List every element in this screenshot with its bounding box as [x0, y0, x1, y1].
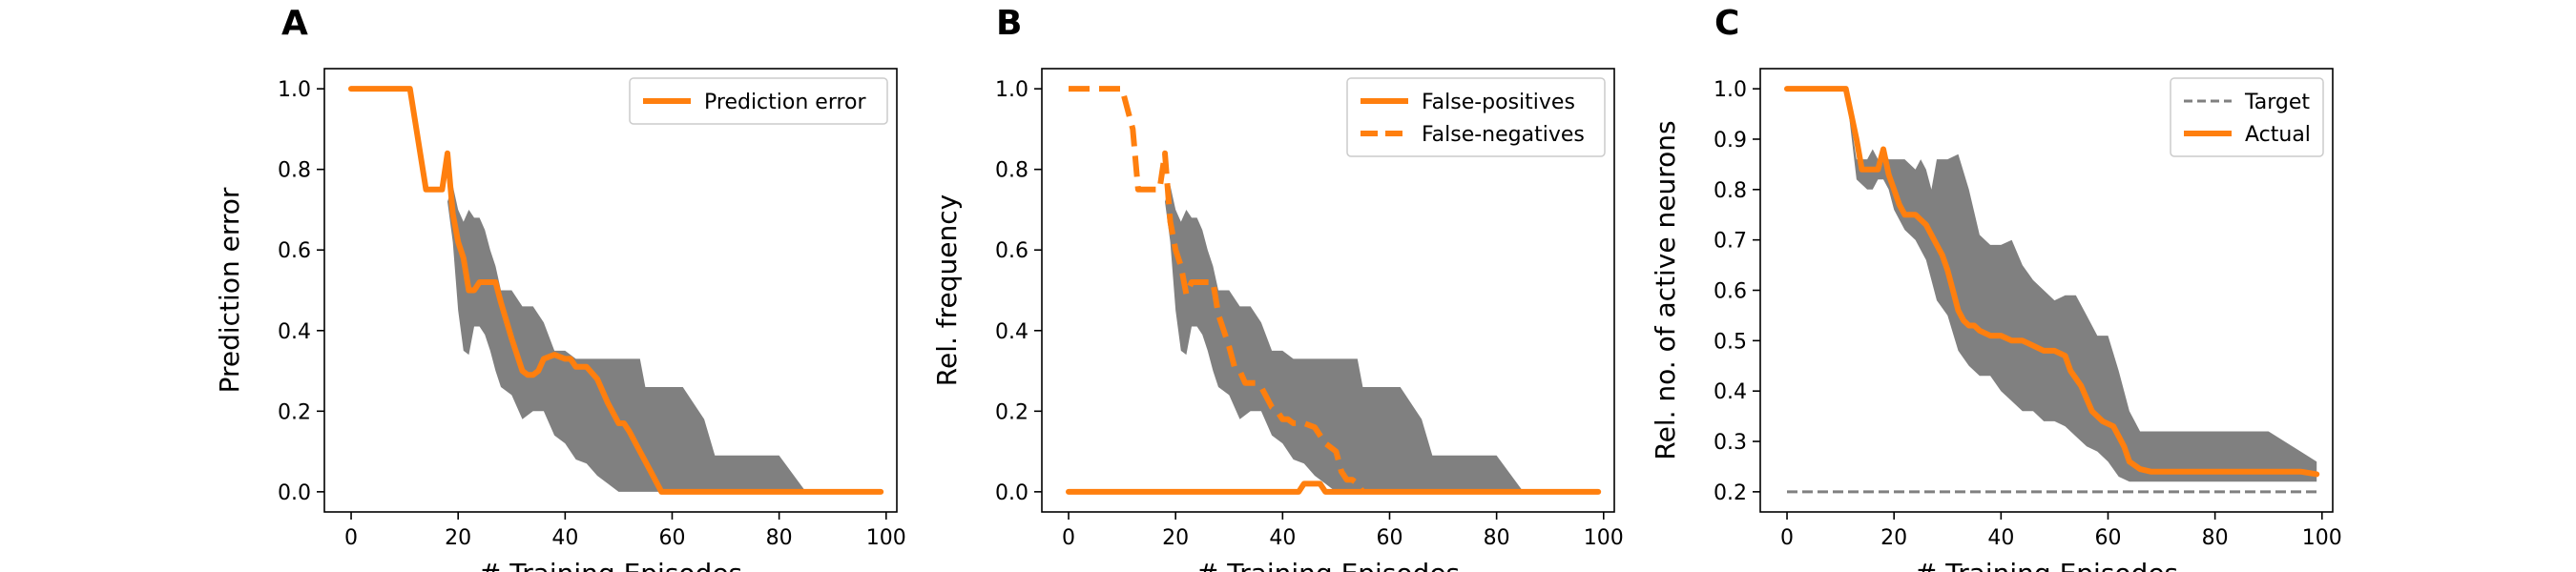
panel-b-y-tick-label: 0.6 — [995, 239, 1028, 263]
panel-b-y-tick-label: 0.8 — [995, 159, 1028, 183]
panel-b-y-axis-label: Rel. frequency — [931, 194, 963, 386]
panel-a-x-tick-label: 80 — [766, 526, 793, 550]
panel-b-legend: False-positives False-negatives — [1346, 77, 1606, 157]
panel-a-x-axis-label: # Training Episodes — [479, 558, 742, 572]
panel-a-legend-label-prediction-error: Prediction error — [704, 91, 866, 114]
panel-c-x-tick-label: 100 — [2302, 526, 2342, 550]
panel-a-y-tick-label: 0.8 — [278, 159, 311, 183]
panel-c-y-tick-label: 0.5 — [1714, 330, 1747, 354]
panel-c-y-tick-label: 0.9 — [1714, 129, 1747, 153]
panel-b-x-tick-label: 20 — [1162, 526, 1189, 550]
panel-c-y-tick-label: 0.4 — [1714, 380, 1747, 404]
panel-b-y-tick-label: 0.0 — [995, 481, 1028, 505]
panel-b-series-false-negatives — [1069, 86, 1365, 494]
panel-a-y-tick-label: 0.4 — [278, 320, 311, 344]
panel-a-axes-layer: 0 20 40 60 80 100 0.0 0.2 0.4 0.6 0.8 1.0 — [278, 68, 906, 550]
panel-a-legend: Prediction error — [629, 77, 888, 125]
panel-a-series-prediction-error — [348, 86, 884, 495]
panel-b-series-layer — [1066, 86, 1602, 495]
panel-c-legend-label-actual: Actual — [2245, 123, 2311, 147]
panel-c-legend-box — [2170, 77, 2324, 157]
panel-c-y-tick-label: 1.0 — [1714, 78, 1747, 102]
panel-b-x-tick-label: 60 — [1376, 526, 1402, 550]
panel-label-b: B — [996, 4, 1022, 43]
panel-b-legend-label-false-positives: False-positives — [1422, 91, 1575, 114]
panel-b-axes-layer: 0 20 40 60 80 100 0.0 0.2 0.4 0.6 0.8 1.0 — [995, 68, 1624, 550]
panel-b-confidence-band — [1165, 185, 1524, 492]
panel-a-legend-box — [629, 77, 888, 125]
panel-a-series-layer — [348, 86, 884, 495]
panel-c-y-tick-label: 0.6 — [1714, 280, 1747, 304]
panel-c-x-tick-label: 80 — [2202, 526, 2229, 550]
panel-b-legend-label-false-negatives: False-negatives — [1422, 123, 1585, 147]
panel-b-y-tick-label: 0.2 — [995, 400, 1028, 424]
panel-c-legend: Target Actual — [2170, 77, 2324, 157]
panel-b-band-layer — [1165, 185, 1524, 492]
panel-c-x-tick-label: 40 — [1987, 526, 2014, 550]
panel-c-x-tick-label: 20 — [1880, 526, 1907, 550]
panel-b-x-tick-label: 80 — [1484, 526, 1510, 550]
panel-c-x-axis-label: # Training Episodes — [1915, 558, 2178, 572]
panel-b-series-false-positives — [1066, 480, 1602, 495]
panel-label-c: C — [1714, 4, 1739, 43]
panel-a-y-tick-label: 1.0 — [278, 78, 311, 102]
panel-b: B 0 20 40 60 80 100 0.0 0.2 0.4 0.6 0.8 1.0 # Train… — [931, 4, 1624, 572]
panel-a-y-tick-label: 0.0 — [278, 481, 311, 505]
panel-a-axes-frame — [323, 68, 898, 513]
panel-a-x-tick-label: 60 — [658, 526, 685, 550]
panel-a-x-tick-label: 0 — [344, 526, 358, 550]
panel-b-legend-box — [1346, 77, 1606, 157]
panel-b-x-tick-label: 100 — [1584, 526, 1624, 550]
panel-a-x-tick-label: 20 — [445, 526, 471, 550]
panel-b-x-tick-label: 0 — [1062, 526, 1075, 550]
panel-c-y-tick-label: 0.8 — [1714, 179, 1747, 203]
panel-a-y-tick-label: 0.6 — [278, 239, 311, 263]
panel-c-y-axis-label: Rel. no. of active neurons — [1650, 120, 1681, 460]
panel-b-x-tick-label: 40 — [1269, 526, 1296, 550]
panel-a-y-tick-label: 0.2 — [278, 400, 311, 424]
panel-c: C 0 20 40 60 80 100 0.2 0.3 0.4 0.5 0.6 0.7 0.8 0.9 1.… — [1650, 4, 2342, 572]
panel-a: A 0 20 40 60 80 100 0.0 0.2 0.4 0.6 0.8 1.0 # Train… — [214, 4, 906, 572]
panel-a-x-tick-label: 100 — [866, 526, 906, 550]
panel-c-legend-label-target: Target — [2244, 91, 2310, 114]
panel-c-band-layer — [1845, 89, 2317, 482]
panel-c-series-actual — [1784, 86, 2320, 478]
panel-a-x-tick-label: 40 — [551, 526, 578, 550]
panel-c-series-layer — [1784, 86, 2320, 494]
panel-a-y-axis-label: Prediction error — [214, 187, 245, 393]
panel-b-y-tick-label: 1.0 — [995, 78, 1028, 102]
panel-b-x-axis-label: # Training Episodes — [1196, 558, 1460, 572]
panel-b-y-tick-label: 0.4 — [995, 320, 1028, 344]
panel-c-x-tick-label: 60 — [2094, 526, 2121, 550]
panel-c-axes-layer: 0 20 40 60 80 100 0.2 0.3 0.4 0.5 0.6 0.7 0.8 0.9 1.0 — [1714, 68, 2342, 550]
panel-label-a: A — [281, 4, 308, 43]
panel-b-axes-frame — [1041, 68, 1615, 513]
panel-c-y-tick-label: 0.3 — [1714, 431, 1747, 455]
panel-c-y-tick-label: 0.2 — [1714, 481, 1747, 505]
panel-c-x-tick-label: 0 — [1780, 526, 1794, 550]
panel-c-confidence-band — [1845, 89, 2317, 482]
panel-c-y-tick-label: 0.7 — [1714, 230, 1747, 254]
